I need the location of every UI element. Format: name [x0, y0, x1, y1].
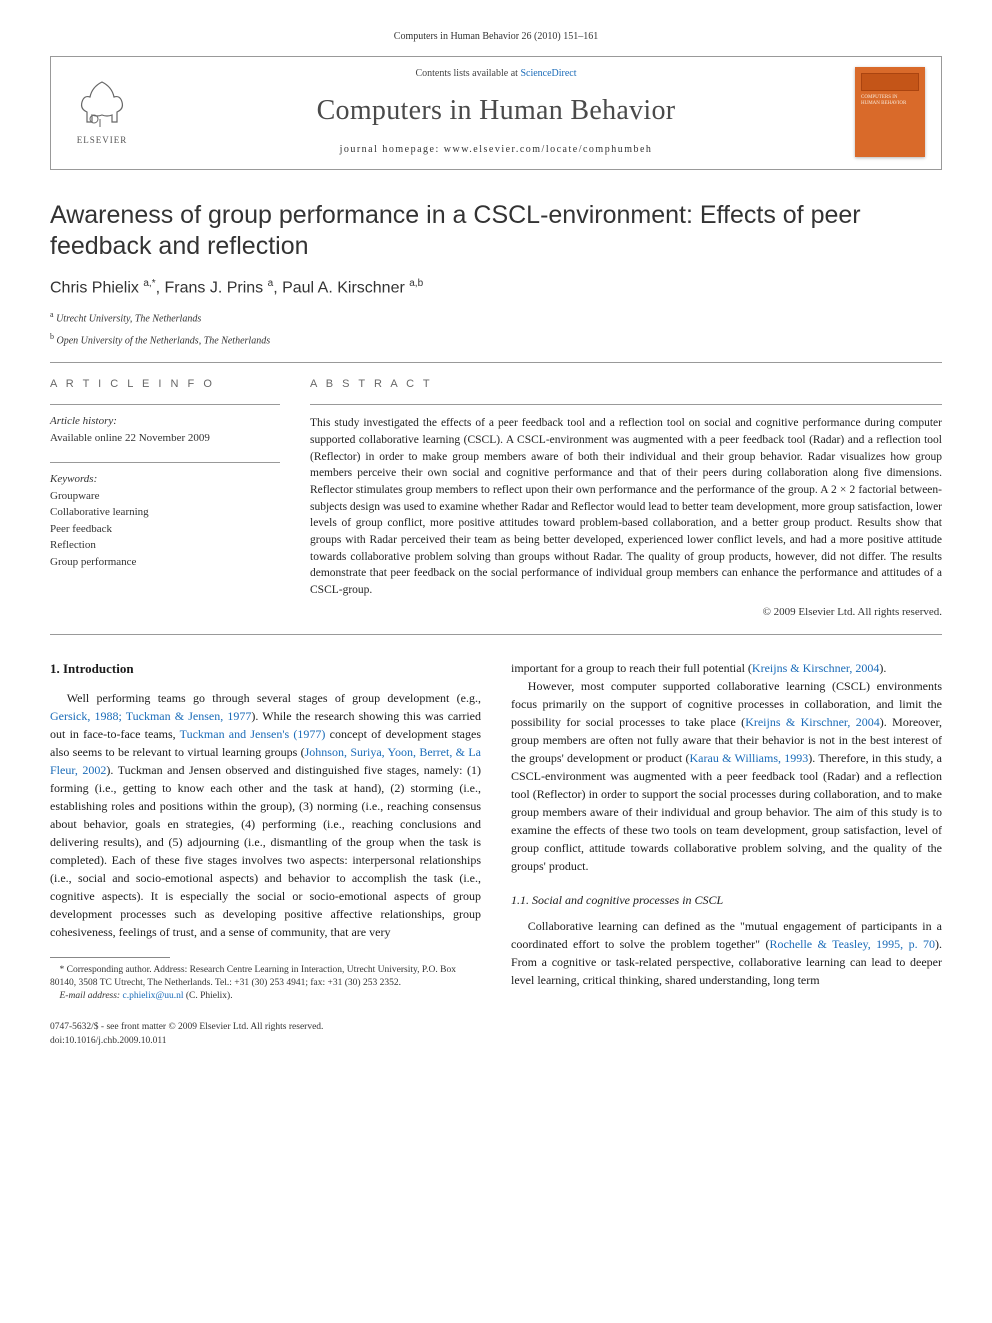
email-suffix: (C. Phielix). — [183, 991, 232, 1001]
journal-cover-thumb: COMPUTERS INHUMAN BEHAVIOR — [855, 67, 925, 157]
ref-link[interactable]: Tuckman and Jensen's (1977) — [180, 727, 326, 741]
sciencedirect-link[interactable]: ScienceDirect — [520, 68, 576, 79]
email-link[interactable]: c.phielix@uu.nl — [122, 991, 183, 1001]
keyword: Collaborative learning — [50, 504, 280, 521]
email-label: E-mail address: — [60, 991, 123, 1001]
elsevier-logo: ELSEVIER — [67, 72, 137, 152]
divider — [50, 362, 942, 363]
ref-link[interactable]: Kreijns & Kirschner, 2004 — [752, 661, 880, 675]
body-column-right: important for a group to reach their ful… — [511, 659, 942, 1003]
keyword: Group performance — [50, 554, 280, 571]
article-history: Article history: Available online 22 Nov… — [50, 413, 280, 446]
homepage-line: journal homepage: www.elsevier.com/locat… — [153, 143, 839, 157]
ref-link[interactable]: Karau & Williams, 1993 — [690, 751, 809, 765]
publisher-name: ELSEVIER — [77, 134, 128, 147]
elsevier-tree-icon — [72, 77, 132, 132]
col2-paragraph-3: Collaborative learning can defined as th… — [511, 917, 942, 989]
footer-line-2: doi:10.1016/j.chb.2009.10.011 — [50, 1035, 942, 1048]
abstract-copyright: © 2009 Elsevier Ltd. All rights reserved… — [310, 605, 942, 620]
abstract-column: A B S T R A C T This study investigated … — [310, 377, 942, 620]
info-abstract-row: A R T I C L E I N F O Article history: A… — [50, 377, 942, 620]
divider — [50, 634, 942, 635]
body-column-left: 1. Introduction Well performing teams go… — [50, 659, 481, 1003]
contents-prefix: Contents lists available at — [415, 68, 520, 79]
homepage-prefix: journal homepage: — [340, 144, 444, 155]
affiliation: a Utrecht University, The Netherlands — [50, 309, 942, 326]
section-1-1-heading: 1.1. Social and cognitive processes in C… — [511, 891, 942, 909]
footer-line-1: 0747-5632/$ - see front matter © 2009 El… — [50, 1021, 942, 1034]
ref-link[interactable]: Gersick, 1988; Tuckman & Jensen, 1977 — [50, 709, 251, 723]
article-info-column: A R T I C L E I N F O Article history: A… — [50, 377, 280, 620]
ref-link[interactable]: Kreijns & Kirschner, 2004 — [745, 715, 880, 729]
journal-name: Computers in Human Behavior — [153, 91, 839, 130]
header-center: Contents lists available at ScienceDirec… — [153, 67, 839, 156]
email-footnote: E-mail address: c.phielix@uu.nl (C. Phie… — [50, 990, 481, 1003]
corresponding-author-footnote: * Corresponding author. Address: Researc… — [50, 964, 481, 991]
footer: 0747-5632/$ - see front matter © 2009 El… — [50, 1021, 942, 1048]
article-info-label: A R T I C L E I N F O — [50, 377, 280, 392]
col2-paragraph-2: However, most computer supported collabo… — [511, 677, 942, 875]
abstract-label: A B S T R A C T — [310, 377, 942, 392]
contents-line: Contents lists available at ScienceDirec… — [153, 67, 839, 81]
keyword: Reflection — [50, 537, 280, 554]
article-title: Awareness of group performance in a CSCL… — [50, 200, 942, 263]
journal-header: ELSEVIER Contents lists available at Sci… — [50, 56, 942, 170]
body-columns: 1. Introduction Well performing teams go… — [50, 659, 942, 1003]
homepage-url: www.elsevier.com/locate/comphumbeh — [444, 144, 653, 155]
history-label: Article history: — [50, 413, 280, 430]
keywords-label: Keywords: — [50, 471, 280, 488]
authors: Chris Phielix a,*, Frans J. Prins a, Pau… — [50, 277, 942, 300]
section-1-heading: 1. Introduction — [50, 659, 481, 679]
affiliation: b Open University of the Netherlands, Th… — [50, 331, 942, 348]
ref-link[interactable]: Rochelle & Teasley, 1995, p. 70 — [769, 937, 935, 951]
keywords-block: Keywords: GroupwareCollaborative learnin… — [50, 471, 280, 570]
history-text: Available online 22 November 2009 — [50, 430, 280, 447]
footnote-divider — [50, 957, 170, 958]
intro-paragraph-1: Well performing teams go through several… — [50, 689, 481, 941]
top-citation: Computers in Human Behavior 26 (2010) 15… — [50, 30, 942, 44]
keyword: Groupware — [50, 488, 280, 505]
keyword: Peer feedback — [50, 521, 280, 538]
col2-continuation: important for a group to reach their ful… — [511, 659, 942, 677]
abstract-text: This study investigated the effects of a… — [310, 415, 942, 598]
